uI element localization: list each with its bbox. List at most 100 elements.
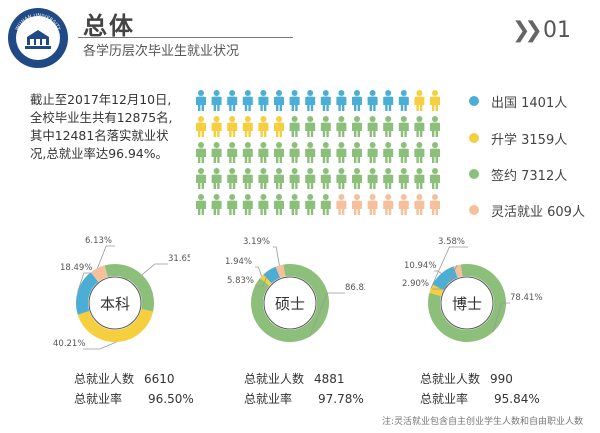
legend-label-further: 升学 3159人	[491, 133, 568, 148]
person-icon-signed	[352, 168, 362, 189]
person-icon-signed	[211, 194, 222, 215]
person-icon-abroad	[305, 90, 316, 111]
donut-percent-label: 1.94%	[225, 257, 252, 267]
person-icon-signed	[242, 194, 253, 215]
stats-doctor: 总就业人数 990 总就业率 95.84%	[420, 369, 540, 409]
person-icon-signed	[414, 142, 425, 163]
person-icon-signed	[258, 142, 269, 163]
person-icon-signed	[398, 142, 409, 163]
person-icon-signed	[430, 142, 440, 163]
legend-dot-flexible	[469, 205, 479, 215]
legend-item-abroad: 出国 1401人	[469, 92, 599, 112]
page-title: 总体	[83, 12, 135, 40]
donut-percent-label: 3.19%	[243, 237, 270, 247]
donut-percent-label: 31.65%	[168, 254, 190, 264]
double-chevron-icon: ❯❯	[512, 18, 543, 43]
person-icon-signed	[274, 142, 284, 163]
donut-slice-2	[263, 266, 281, 284]
legend-item-flexible: 灵活就业 609人	[469, 201, 599, 221]
leader-line	[430, 246, 468, 289]
person-icon-signed	[383, 116, 394, 137]
person-icon-signed	[227, 168, 238, 189]
person-icon-signed	[398, 116, 409, 137]
donut-slice-1	[429, 284, 444, 297]
donut-chart-undergraduate: 本科 31.65% 40.21% 18.49% 6.13%	[53, 236, 190, 350]
person-icon-signed	[258, 168, 269, 189]
donut-chart-doctor: 博士 78.41% 3.58% 10.94% 2.90%	[402, 237, 542, 342]
person-icon-signed	[196, 168, 206, 189]
person-icon-abroad	[398, 90, 409, 111]
person-icon-signed	[211, 142, 222, 163]
person-icon-signed	[305, 142, 316, 163]
person-icon-abroad	[289, 90, 300, 111]
person-icon-signed	[274, 168, 284, 189]
leader-line	[141, 263, 168, 276]
legend-item-further: 升学 3159人	[469, 129, 599, 149]
person-icon-further	[258, 116, 269, 137]
person-icon-abroad	[352, 90, 362, 111]
person-icon-flexible	[383, 194, 394, 215]
leader-line	[83, 341, 117, 350]
person-pictogram	[196, 90, 440, 215]
person-icon-signed	[289, 168, 300, 189]
person-icon-signed	[383, 142, 394, 163]
donut-slice-1	[77, 308, 154, 342]
person-icon-signed	[305, 168, 316, 189]
rate-value: 95.84%	[494, 392, 540, 406]
person-icon-signed	[289, 116, 300, 137]
donut-slice-2	[76, 272, 99, 315]
legend-label-flexible: 灵活就业 609人	[491, 205, 585, 220]
person-icon-signed	[398, 168, 409, 189]
person-icon-abroad	[274, 90, 284, 111]
donut-center-label: 硕士	[275, 295, 305, 313]
person-icon-abroad	[211, 90, 222, 111]
person-icon-signed	[336, 116, 347, 137]
donut-percent-label: 40.21%	[53, 339, 85, 349]
intro-paragraph: 截止至2017年12月10日,全校毕业生共有12875名,其中12481名落实就…	[30, 92, 173, 161]
university-logo: WUHAN UNIVERSITY	[8, 8, 68, 68]
person-icon-abroad	[242, 90, 253, 111]
person-icon-signed	[367, 116, 378, 137]
person-icon-flexible	[336, 194, 347, 215]
person-icon-signed	[336, 168, 347, 189]
person-icon-abroad	[320, 90, 331, 111]
donut-center-label: 博士	[452, 295, 482, 313]
person-icon-signed	[305, 194, 316, 215]
person-icon-flexible	[367, 194, 378, 215]
donut-percent-label: 6.13%	[85, 236, 112, 246]
rate-label: 总就业率	[244, 392, 293, 406]
employed-value: 4881	[314, 372, 345, 386]
person-icon-signed	[211, 168, 222, 189]
person-icon-further	[274, 116, 284, 137]
employed-value: 990	[490, 372, 513, 386]
stats-undergraduate: 总就业人数 6610 总就业率 96.50%	[74, 369, 194, 409]
legend-dot-further	[469, 133, 479, 143]
person-icon-signed	[242, 168, 253, 189]
person-icon-signed	[196, 194, 206, 215]
donut-percent-label: 5.83%	[227, 276, 254, 286]
person-icon-abroad	[383, 90, 394, 111]
employed-value: 6610	[144, 372, 175, 386]
person-icon-signed	[289, 194, 300, 215]
donut-percent-label: 78.41%	[510, 293, 542, 303]
donut-slice-0	[428, 264, 506, 342]
person-icon-further	[227, 116, 238, 137]
donut-percent-label: 10.94%	[404, 261, 436, 271]
person-icon-signed	[430, 116, 440, 137]
rate-value: 97.78%	[318, 392, 364, 406]
person-icon-signed	[320, 168, 331, 189]
person-icon-signed	[430, 168, 440, 189]
leader-line	[434, 270, 442, 274]
legend-dot-abroad	[469, 96, 479, 106]
person-icon-abroad	[196, 90, 206, 111]
leader-line	[492, 302, 510, 333]
donut-percent-label: 3.58%	[438, 237, 465, 247]
person-icon-abroad	[336, 90, 347, 111]
person-icon-signed	[258, 194, 269, 215]
leader-line	[96, 245, 115, 269]
rate-value: 96.50%	[148, 392, 194, 406]
leader-line	[77, 272, 90, 292]
employed-label: 总就业人数	[74, 372, 135, 386]
donut-slice-3	[90, 265, 109, 282]
stats-master: 总就业人数 4881 总就业率 97.78%	[244, 369, 364, 409]
